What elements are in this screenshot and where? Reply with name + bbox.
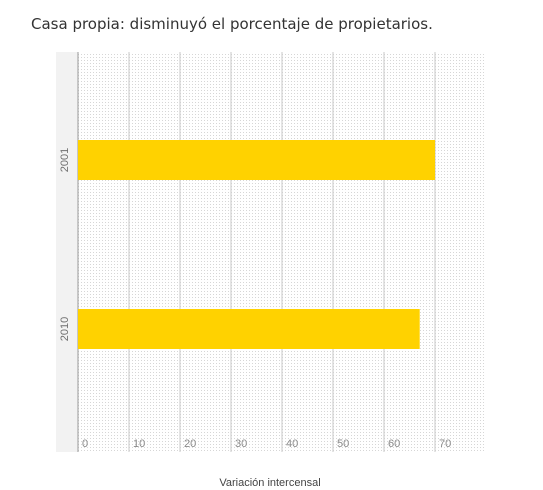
- category-labels: 2001 2010: [59, 148, 71, 341]
- x-tick-label: 60: [388, 438, 400, 450]
- x-tick-label: 70: [439, 438, 451, 450]
- bar-2010: [78, 309, 420, 349]
- category-label-2001: 2001: [59, 148, 71, 172]
- x-axis-label: Variación intercensal: [219, 477, 320, 489]
- x-tick-label: 10: [133, 438, 145, 450]
- chart-title: Casa propia: disminuyó el porcentaje de …: [31, 15, 433, 33]
- bar-2001: [78, 140, 435, 180]
- x-tick-label: 40: [286, 438, 298, 450]
- x-tick-label: 30: [235, 438, 247, 450]
- x-tick-labels: 0 10 20 30 40 50 60 70: [82, 438, 451, 450]
- x-tick-label: 50: [337, 438, 349, 450]
- category-axis-band: [56, 52, 78, 452]
- x-tick-label: 20: [184, 438, 196, 450]
- bars: [78, 140, 435, 349]
- category-label-2010: 2010: [59, 317, 71, 341]
- gridlines: [77, 52, 436, 452]
- x-tick-label: 0: [82, 438, 88, 450]
